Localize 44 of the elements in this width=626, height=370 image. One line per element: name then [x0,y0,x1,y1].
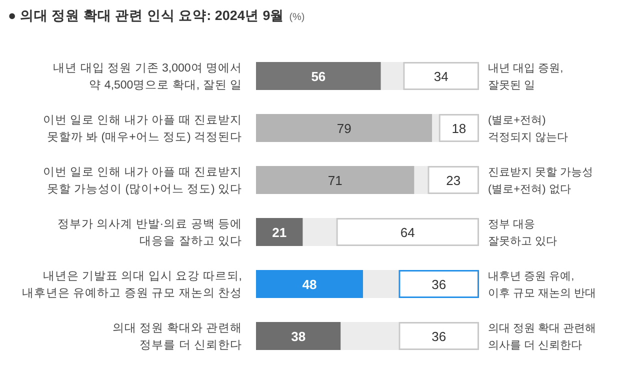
y-tick-label: 의대 정원 확대와 관련해 정부를 더 신뢰한다 [112,322,242,352]
text: ● 의대 정원 확대 관련 인식 요약: 2024년 9월 [8,8,284,23]
bar [256,270,364,298]
bar [256,218,303,246]
y2-tick-label: 내년 대입 증원, 잘못된 일 [488,62,564,92]
bar [398,322,479,350]
data-label: 36 [432,329,446,344]
y-tick-label: 이번 일로 인해 내가 아플 때 진료받지 못할까 봐 (매우+어느 정도) 걱정된다 [42,114,242,144]
y2-tick-label: 의대 정원 확대 관련해 의사를 더 신뢰한다 [488,322,596,352]
data-label: 64 [400,225,415,240]
data-label: 56 [311,69,326,84]
y2-tick-label: 내후년 증원 유예, 이후 규모 재논의 반대 [488,270,596,300]
y2-tick-label: 진료받지 못할 가능성 (별로+전혀) 없다 [488,166,594,196]
bar [398,270,479,298]
bar [256,114,432,142]
bar [302,218,336,246]
bar [438,114,479,142]
data-label: 18 [452,121,466,136]
y2-tick-label: (별로+전혀) 걱정되지 않는다 [488,114,568,144]
bar [340,322,399,350]
y2-tick-label: 정부 대응 잘못하고 있다 [488,218,558,248]
data-label: 79 [336,121,352,136]
y-tick-label: 내년 대입 정원 기존 3,000여 명에서 약 4,500명으로 확대, 잘된 일 [53,62,242,92]
bar [256,322,341,350]
data-label: 36 [432,277,446,292]
data-label: 71 [328,173,342,188]
y-tick-label: 정부가 의사계 반발·의료 공백 등에 대응을 잘하고 있다 [57,218,242,248]
bar [256,166,414,194]
data-label: 48 [302,277,317,292]
data-label: 38 [291,329,306,344]
data-label: 21 [272,225,287,240]
y-tick-label: 이번 일로 인해 내가 아플 때 진료받지 못할 가능성이 (많이+어느 정도) 있다 [42,166,242,196]
bar [256,62,381,90]
bar [414,166,428,194]
data-label: 34 [434,69,448,84]
x-axis-title: (%) [289,12,305,23]
bar [432,114,439,142]
bar [363,270,399,298]
bar [380,62,404,90]
bar [403,62,479,90]
bar [336,218,479,246]
y-tick-label: 내년은 기발표 의대 입시 요강 따르되, 내후년은 유예하고 증원 규모 재논의 찬성 [22,270,242,300]
bar [428,166,479,194]
data-label: 23 [446,173,461,188]
